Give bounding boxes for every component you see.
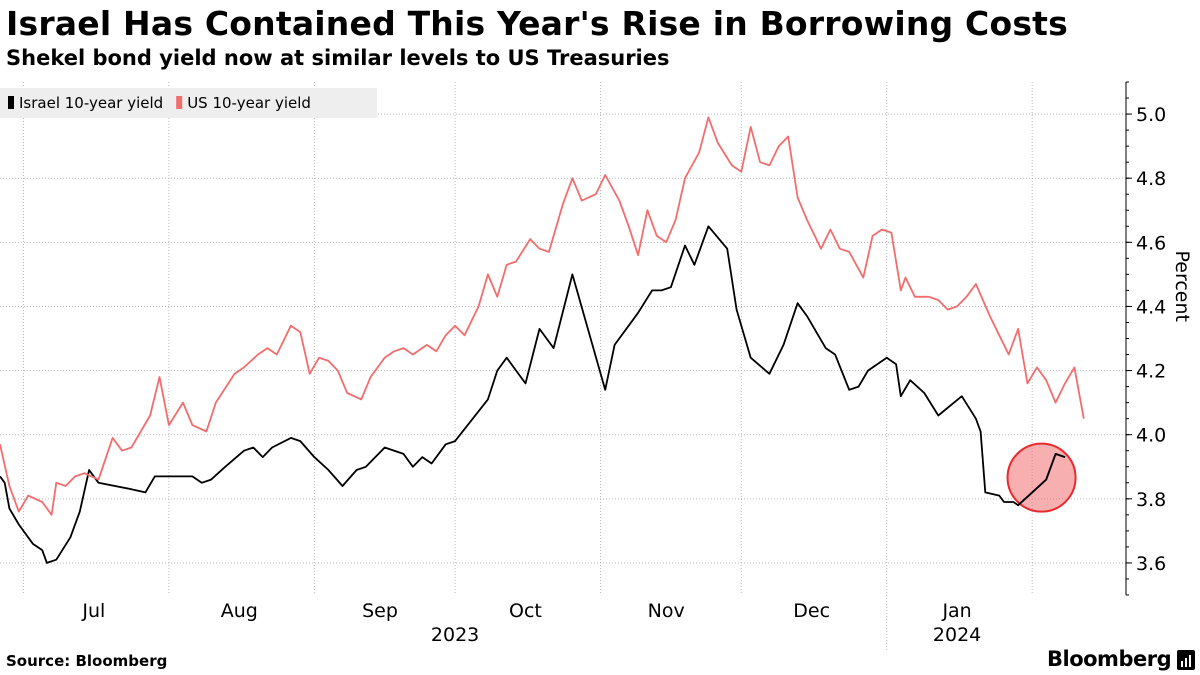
x-year-label: 2024: [933, 624, 981, 646]
x-tick-label: Oct: [509, 600, 542, 622]
legend-background: [0, 88, 377, 118]
axes: 3.6 3.8 4.0 4.2 4.4 4.6 4.8 5.0 Percent Jul Aug Sep…: [81, 81, 1193, 646]
legend-label-us-10-year-yield: US 10-year yield: [187, 94, 311, 112]
y-tick-label: 3.6: [1136, 553, 1166, 575]
chart-subtitle: Shekel bond yield now at similar levels …: [6, 46, 670, 70]
y-axis-title: Percent: [1171, 251, 1193, 323]
source-note: Source: Bloomberg: [6, 652, 168, 670]
y-tick-label: 5.0: [1136, 104, 1166, 126]
legend: Israel 10-year yield US 10-year yield: [0, 88, 377, 118]
series-line-israel-10-year-yield: [0, 225, 1066, 564]
series-lines: [0, 116, 1085, 564]
x-tick-label: Jul: [81, 600, 105, 622]
legend-swatch-us-10-year-yield: [176, 96, 183, 109]
gridlines: [0, 82, 1126, 650]
highlight-circle-layer: [1006, 442, 1077, 513]
x-tick-label: Jan: [941, 600, 971, 622]
y-tick-label: 4.8: [1136, 168, 1166, 190]
y-tick-label: 3.8: [1136, 489, 1166, 511]
x-tick-label: Nov: [648, 600, 685, 622]
x-tick-label: Dec: [793, 600, 830, 622]
legend-swatch-israel-10-year-yield: [8, 96, 14, 109]
series-line-us-10-year-yield: [0, 116, 1085, 516]
bloomberg-terminal-icon: [1177, 650, 1195, 670]
chart-title: Israel Has Contained This Year's Rise in…: [6, 4, 1068, 43]
bloomberg-logo: Bloomberg: [1047, 647, 1172, 671]
legend-label-israel-10-year-yield: Israel 10-year yield: [19, 94, 163, 112]
y-tick-label: 4.6: [1136, 232, 1166, 254]
highlight-circle: [1006, 442, 1077, 513]
y-tick-label: 4.0: [1136, 425, 1166, 447]
x-tick-label: Sep: [362, 600, 398, 622]
y-tick-label: 4.2: [1136, 361, 1166, 383]
x-tick-label: Aug: [221, 600, 258, 622]
highlighted-segment: [1017, 453, 1066, 506]
y-tick-label: 4.4: [1136, 296, 1166, 318]
x-year-label: 2023: [431, 624, 479, 646]
